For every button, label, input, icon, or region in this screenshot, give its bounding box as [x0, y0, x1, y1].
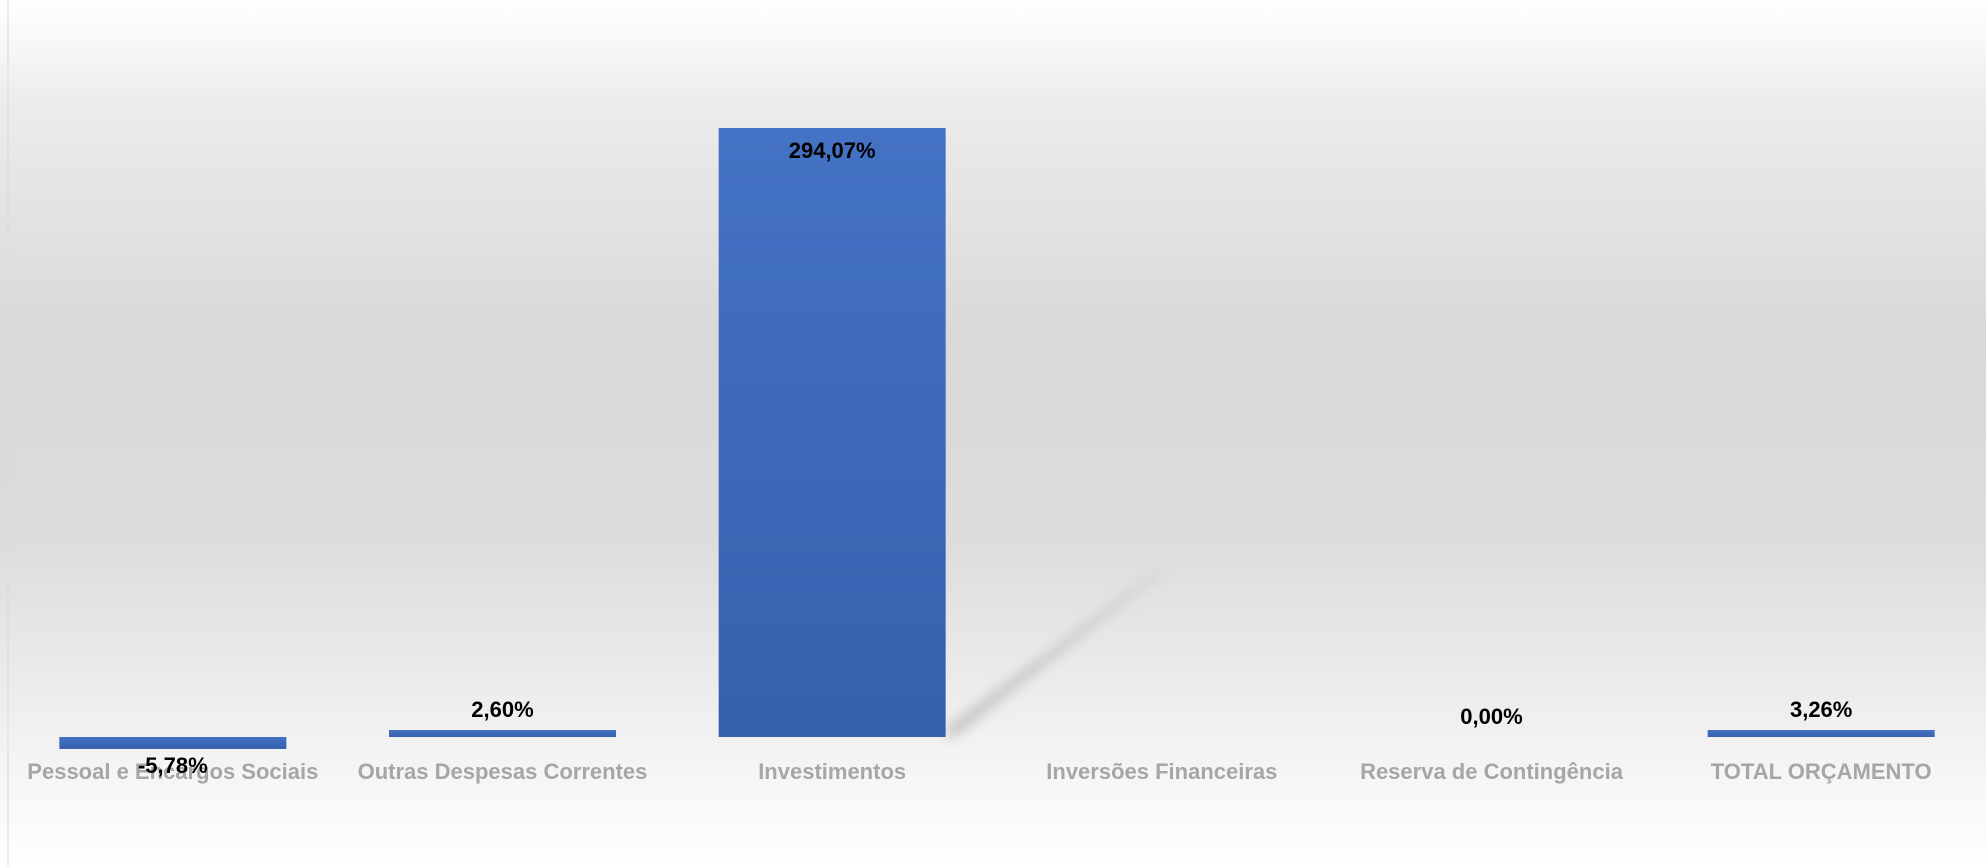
- category-label-investimentos: Investimentos: [758, 759, 906, 784]
- data-label-pessoal-e-encargos-sociais: -5,78%: [138, 753, 208, 778]
- data-label-outras-despesas-correntes: 2,60%: [471, 697, 533, 722]
- bar-investimentos: [719, 128, 946, 737]
- data-label-total-orcamento: 3,26%: [1790, 697, 1852, 722]
- category-label-outras-despesas-correntes: Outras Despesas Correntes: [358, 759, 648, 784]
- category-label-total-orcamento: TOTAL ORÇAMENTO: [1711, 759, 1932, 784]
- bar-pessoal-e-encargos-sociais: [59, 737, 286, 749]
- category-label-reserva-de-contingencia: Reserva de Contingência: [1360, 759, 1624, 784]
- bar-total-orcamento: [1708, 730, 1935, 737]
- bar-outras-despesas-correntes: [389, 730, 616, 737]
- category-label-inversoes-financeiras: Inversões Financeiras: [1046, 759, 1277, 784]
- data-label-reserva-de-contingencia: 0,00%: [1460, 704, 1522, 729]
- data-label-investimentos: 294,07%: [789, 138, 876, 163]
